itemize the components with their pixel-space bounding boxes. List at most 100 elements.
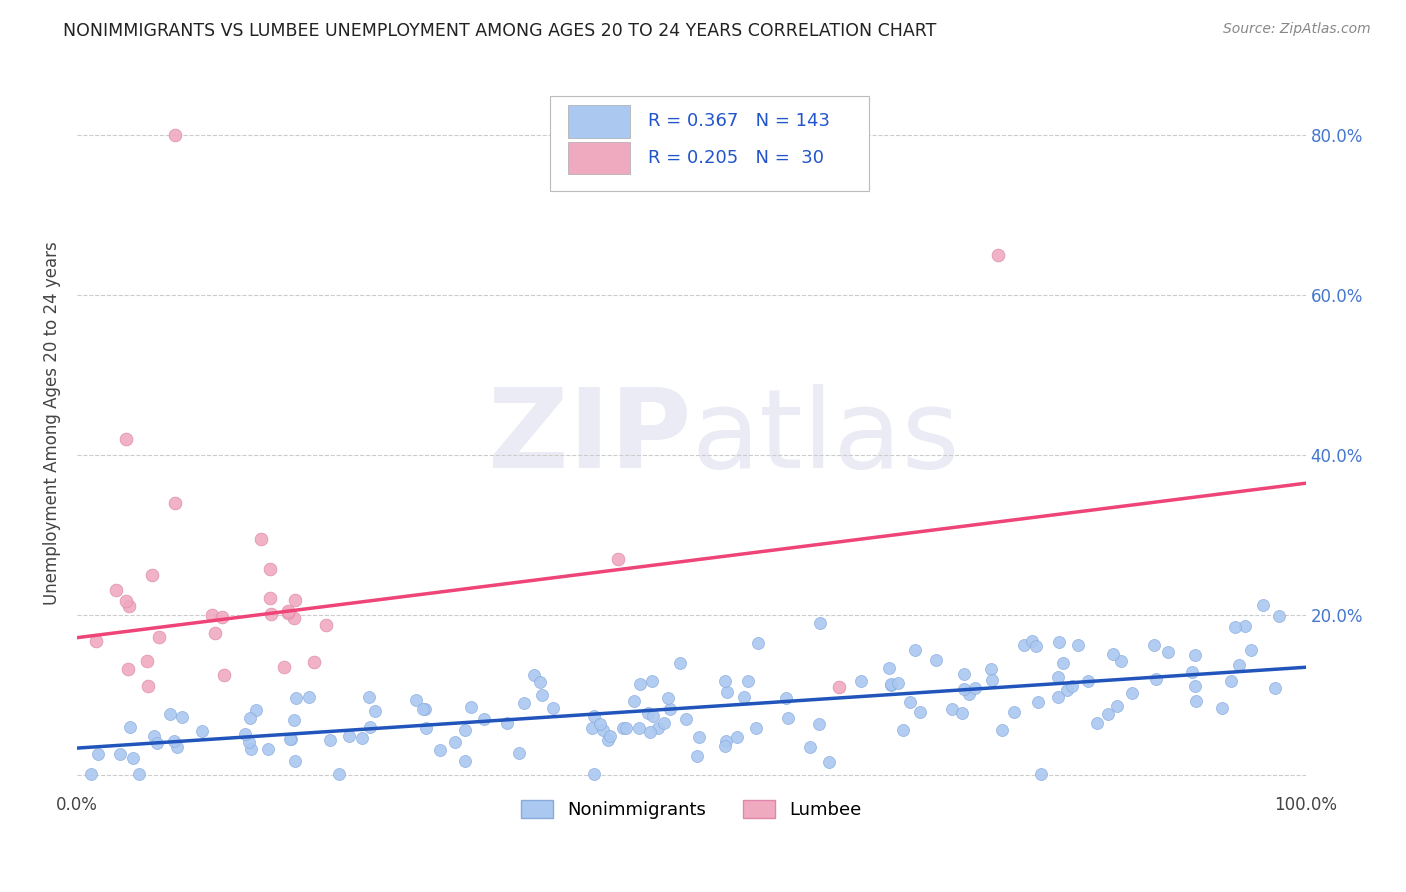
Point bbox=[599, 729, 621, 743]
Point bbox=[1046, 670, 1069, 684]
Point bbox=[117, 662, 139, 676]
Y-axis label: Unemployment Among Ages 20 to 24 years: Unemployment Among Ages 20 to 24 years bbox=[44, 242, 60, 605]
Point bbox=[120, 720, 142, 734]
Point bbox=[612, 721, 634, 735]
Point bbox=[1184, 679, 1206, 693]
Point bbox=[716, 685, 738, 699]
Point bbox=[817, 756, 839, 770]
Point bbox=[257, 741, 280, 756]
Point bbox=[638, 725, 661, 739]
Point bbox=[87, 747, 110, 761]
Point bbox=[337, 729, 360, 743]
Point bbox=[807, 717, 830, 731]
Point bbox=[733, 690, 755, 705]
Point bbox=[953, 681, 976, 696]
Point bbox=[211, 610, 233, 624]
Point bbox=[950, 706, 973, 721]
Point bbox=[963, 681, 986, 695]
Point bbox=[1101, 647, 1123, 661]
Point bbox=[298, 690, 321, 704]
Point bbox=[280, 731, 302, 746]
Point bbox=[523, 667, 546, 681]
Point bbox=[908, 705, 931, 719]
Point bbox=[277, 606, 299, 620]
Point bbox=[115, 432, 138, 446]
Point bbox=[1227, 658, 1250, 673]
Point bbox=[1097, 707, 1119, 722]
Point bbox=[239, 711, 262, 725]
Point bbox=[1220, 674, 1243, 689]
Legend: Nonimmigrants, Lumbee: Nonimmigrants, Lumbee bbox=[513, 793, 869, 827]
Point bbox=[318, 733, 340, 747]
Point bbox=[657, 690, 679, 705]
Point bbox=[879, 678, 901, 692]
Text: NONIMMIGRANTS VS LUMBEE UNEMPLOYMENT AMONG AGES 20 TO 24 YEARS CORRELATION CHART: NONIMMIGRANTS VS LUMBEE UNEMPLOYMENT AMO… bbox=[63, 22, 936, 40]
Point bbox=[887, 676, 910, 690]
Point bbox=[118, 599, 141, 613]
Point bbox=[412, 701, 434, 715]
Point bbox=[284, 691, 307, 706]
Text: R = 0.367   N = 143: R = 0.367 N = 143 bbox=[648, 112, 831, 130]
Point bbox=[413, 702, 436, 716]
Point bbox=[652, 715, 675, 730]
Point bbox=[880, 676, 903, 690]
Point bbox=[350, 731, 373, 745]
Point bbox=[713, 673, 735, 688]
Point bbox=[592, 723, 614, 737]
Point bbox=[1233, 618, 1256, 632]
FancyBboxPatch shape bbox=[550, 95, 869, 191]
Text: R = 0.205   N =  30: R = 0.205 N = 30 bbox=[648, 149, 824, 167]
Point bbox=[405, 693, 427, 707]
Point bbox=[1029, 767, 1052, 781]
Point bbox=[614, 721, 637, 735]
Point bbox=[1109, 654, 1132, 668]
Point bbox=[669, 657, 692, 671]
Point bbox=[1240, 642, 1263, 657]
Point bbox=[1021, 634, 1043, 648]
Bar bbox=[568, 105, 630, 137]
Text: atlas: atlas bbox=[692, 384, 960, 491]
Point bbox=[898, 695, 921, 709]
Point bbox=[659, 702, 682, 716]
Point bbox=[146, 736, 169, 750]
Point bbox=[121, 751, 143, 765]
Point bbox=[606, 552, 628, 566]
Point bbox=[529, 674, 551, 689]
Point bbox=[359, 719, 381, 733]
Point bbox=[1211, 701, 1233, 715]
Text: ZIP: ZIP bbox=[488, 384, 692, 491]
Point bbox=[204, 625, 226, 640]
Point bbox=[987, 248, 1010, 262]
Point bbox=[675, 712, 697, 726]
Point bbox=[454, 723, 477, 738]
Point bbox=[1251, 599, 1274, 613]
Point bbox=[460, 699, 482, 714]
Point bbox=[166, 740, 188, 755]
Point bbox=[508, 746, 530, 760]
Point bbox=[443, 735, 465, 749]
Point bbox=[1077, 674, 1099, 689]
Point bbox=[148, 630, 170, 644]
Point bbox=[277, 604, 299, 618]
Point bbox=[240, 742, 263, 756]
Point bbox=[531, 688, 554, 702]
Point bbox=[1143, 638, 1166, 652]
Point bbox=[808, 616, 831, 631]
Point bbox=[714, 733, 737, 747]
Point bbox=[688, 730, 710, 744]
Point bbox=[284, 754, 307, 768]
Point bbox=[541, 701, 564, 715]
Point bbox=[429, 743, 451, 757]
Point bbox=[283, 713, 305, 727]
Point bbox=[238, 735, 260, 749]
Point bbox=[1107, 699, 1129, 714]
Point bbox=[165, 128, 187, 143]
Point bbox=[877, 661, 900, 675]
Point bbox=[980, 673, 1002, 688]
Point bbox=[259, 591, 281, 605]
Point bbox=[589, 716, 612, 731]
Point bbox=[128, 767, 150, 781]
Point bbox=[1012, 638, 1035, 652]
Point bbox=[159, 707, 181, 722]
Point bbox=[302, 655, 325, 669]
